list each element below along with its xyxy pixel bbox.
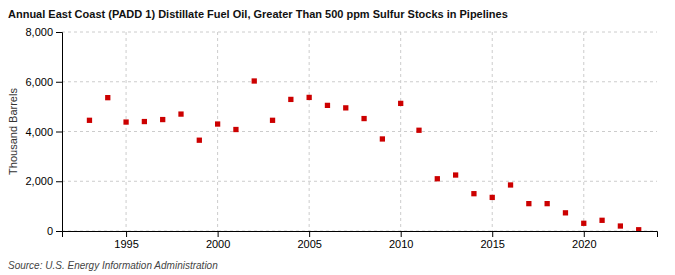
grid-line [62, 131, 657, 132]
point [563, 210, 568, 215]
point [416, 128, 421, 133]
point [87, 118, 92, 123]
tick-label: 2010 [389, 238, 413, 250]
tick: 2020 [572, 231, 596, 250]
plot-area: 1995 2000 2005 2010 2015 2020 0 2,000 4,000 6,000… [25, 26, 657, 250]
tick-label: 2020 [572, 238, 596, 250]
tick: 2015 [480, 231, 504, 250]
point [380, 136, 385, 141]
grid-line [62, 181, 657, 182]
tick-label: 8,000 [25, 26, 53, 38]
tick-mark [56, 231, 62, 232]
tick-mark [584, 231, 585, 237]
tick-mark [56, 82, 62, 83]
tick-label: 1995 [114, 238, 138, 250]
point [453, 172, 458, 177]
point [123, 119, 128, 124]
title: Annual East Coast (PADD 1) Distillate Fu… [8, 8, 508, 20]
tick-mark [126, 231, 127, 237]
point [636, 227, 641, 231]
tick-label: 2,000 [25, 175, 53, 187]
tick-mark [218, 231, 219, 237]
point [361, 116, 366, 121]
point [252, 78, 257, 83]
grid-line [126, 32, 127, 231]
point [545, 201, 550, 206]
tick-mark [56, 132, 62, 133]
point [471, 191, 476, 196]
tick: 4,000 [25, 126, 62, 138]
tick: 1995 [114, 231, 138, 250]
point [325, 103, 330, 108]
tick-label: 6,000 [25, 76, 53, 88]
point [270, 118, 275, 123]
tick: 8,000 [25, 26, 62, 38]
tick: 2010 [389, 231, 413, 250]
point [160, 117, 165, 122]
point [288, 97, 293, 102]
tick: 2,000 [25, 175, 62, 187]
point [178, 111, 183, 116]
grid-line [217, 32, 218, 231]
tick: 2005 [297, 231, 321, 250]
point [398, 101, 403, 106]
tick-mark [56, 32, 62, 33]
point [197, 138, 202, 143]
axis-line [56, 33, 63, 232]
tick: 2000 [206, 231, 230, 250]
tick-mark [309, 231, 310, 237]
point [142, 119, 147, 124]
axis-line [63, 232, 658, 238]
points [87, 78, 642, 231]
point [215, 121, 220, 126]
point [343, 105, 348, 110]
tick-label: 0 [47, 225, 53, 237]
grid [62, 32, 657, 231]
point [435, 176, 440, 181]
chart: 1995 2000 2005 2010 2015 2020 0 2,000 4,000 6,000… [0, 0, 675, 275]
point [508, 182, 513, 187]
point [581, 221, 586, 226]
point [105, 95, 110, 100]
grid-line [62, 81, 657, 82]
point [233, 127, 238, 132]
y-axis-title: Thousand Barrels [7, 88, 19, 175]
point [599, 218, 604, 223]
grid-line [492, 32, 493, 231]
y-axis: 0 2,000 4,000 6,000 8,000 [25, 26, 62, 237]
tick-label: 2000 [206, 238, 230, 250]
tick-label: 2015 [480, 238, 504, 250]
point [526, 201, 531, 206]
tick-mark [56, 181, 62, 182]
point [618, 223, 623, 228]
tick-mark [492, 231, 493, 237]
point [490, 195, 495, 200]
tick: 6,000 [25, 76, 62, 88]
tick-label: 2005 [297, 238, 321, 250]
point [307, 95, 312, 100]
annotation: Source: U.S. Energy Information Administ… [8, 260, 218, 271]
tick-mark [401, 231, 402, 237]
tick-label: 4,000 [25, 126, 53, 138]
tick: 0 [47, 225, 62, 237]
grid-line [62, 32, 657, 33]
x-axis: 1995 2000 2005 2010 2015 2020 [63, 231, 658, 250]
